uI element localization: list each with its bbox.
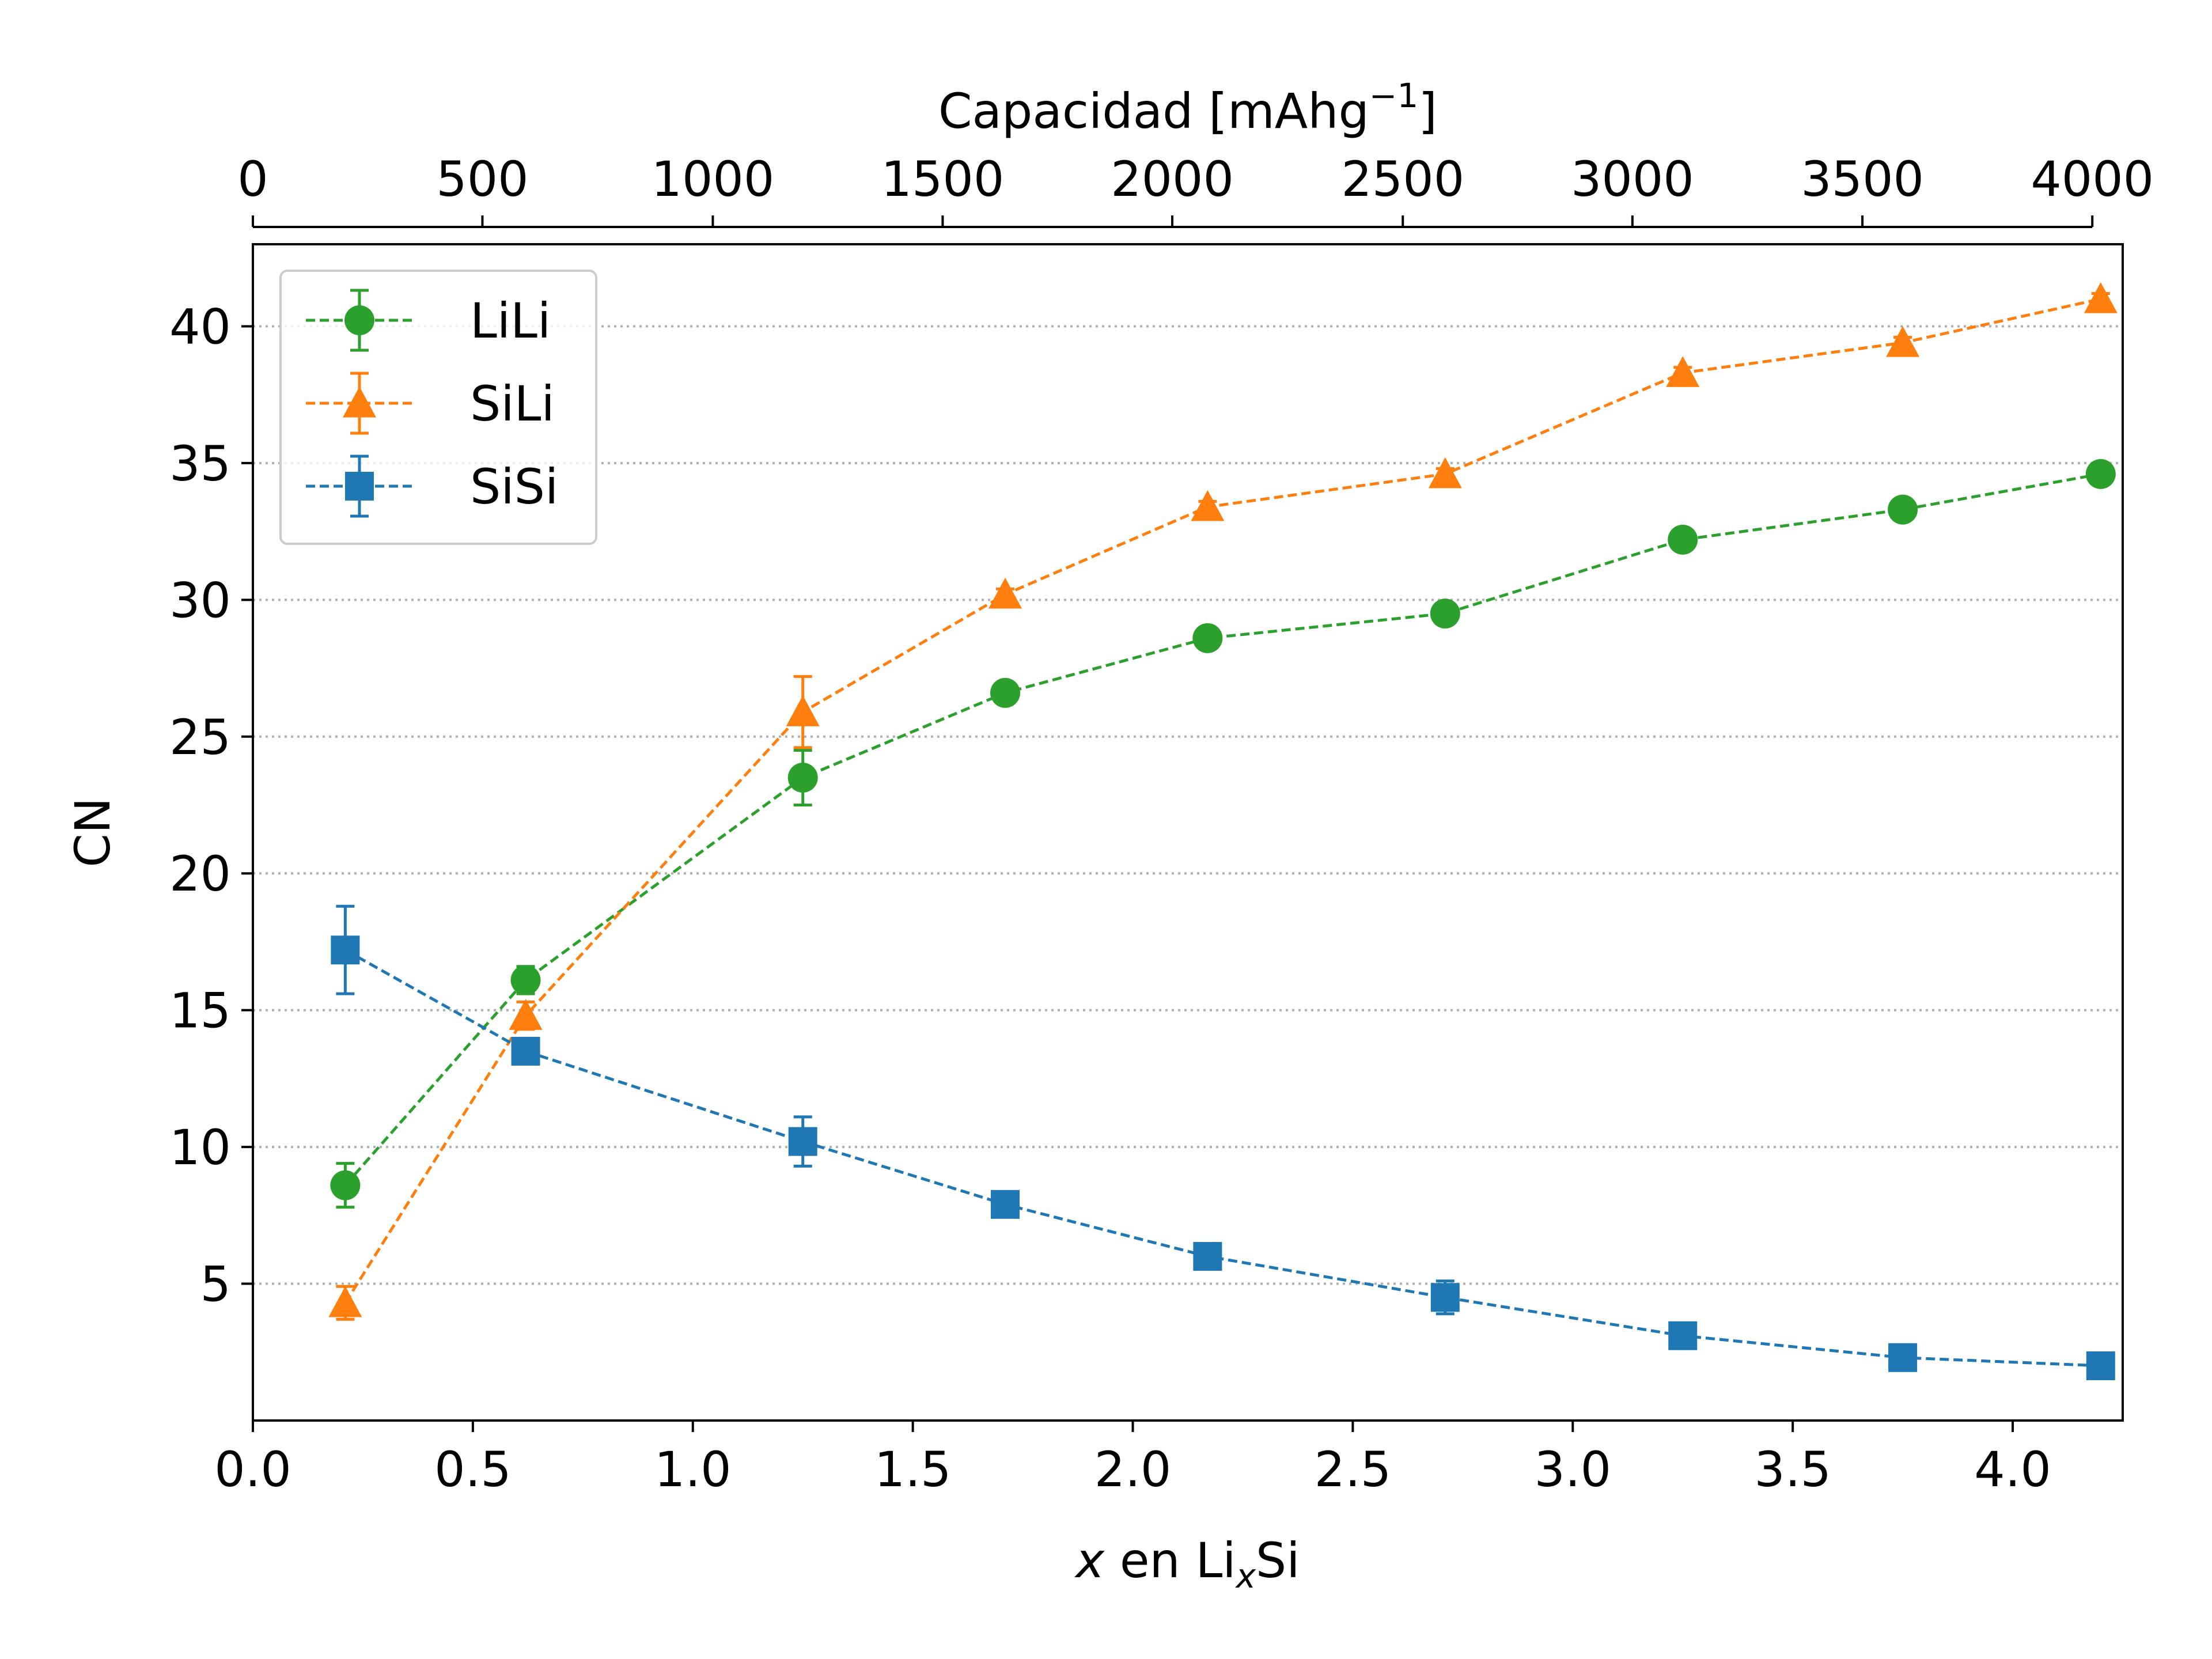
legend-item-lili: LiLi bbox=[306, 289, 551, 352]
top-tick-label: 2000 bbox=[1111, 151, 1234, 207]
y-tick-label: 5 bbox=[200, 1256, 231, 1313]
top-axis-label: Capacidad [mAhg−1] bbox=[938, 76, 1437, 139]
data-point bbox=[991, 1190, 1020, 1219]
legend-label: LiLi bbox=[470, 293, 551, 349]
y-tick-label: 35 bbox=[169, 435, 231, 492]
y-tick-label: 20 bbox=[169, 846, 231, 902]
top-tick-label: 500 bbox=[436, 151, 528, 207]
x-tick-label: 2.0 bbox=[1094, 1441, 1172, 1498]
data-point bbox=[511, 1036, 540, 1066]
x-axis-label-var: x bbox=[1074, 1532, 1105, 1589]
y-tick-label: 25 bbox=[169, 709, 231, 766]
data-point bbox=[1886, 325, 1920, 357]
x-tick-label: 3.0 bbox=[1534, 1441, 1611, 1498]
top-tick-label: 2500 bbox=[1341, 151, 1464, 207]
data-point bbox=[1430, 1283, 1460, 1312]
top-axis-label-sup: −1 bbox=[1369, 76, 1419, 115]
x-axis-label-text: en Li bbox=[1104, 1532, 1236, 1589]
x-axis-label-end: Si bbox=[1256, 1532, 1300, 1589]
y-tick-label: 15 bbox=[169, 983, 231, 1039]
plot-frame bbox=[252, 243, 2124, 1422]
data-point bbox=[1888, 1343, 1918, 1372]
x-tick-label: 4.0 bbox=[1974, 1441, 2051, 1498]
x-tick-label: 0.5 bbox=[434, 1441, 512, 1498]
data-point bbox=[1428, 457, 1462, 488]
data-point bbox=[1192, 623, 1223, 653]
top-axis-label-text: Capacidad [mAhg bbox=[938, 83, 1369, 139]
data-point bbox=[510, 965, 541, 995]
x-tick-label: 2.5 bbox=[1315, 1441, 1392, 1498]
legend-marker bbox=[345, 472, 374, 501]
data-point bbox=[1191, 490, 1225, 521]
top-tick-label: 1500 bbox=[881, 151, 1005, 207]
data-point bbox=[1666, 356, 1700, 387]
top-tick-label: 3000 bbox=[1571, 151, 1694, 207]
top-axis-label-close: ] bbox=[1418, 83, 1437, 139]
x-tick-label: 3.5 bbox=[1754, 1441, 1831, 1498]
series-sisi bbox=[331, 904, 2115, 1381]
data-point bbox=[330, 1170, 361, 1200]
data-point bbox=[786, 695, 820, 726]
x-tick-label: 0.0 bbox=[214, 1441, 291, 1498]
legend-marker bbox=[344, 305, 374, 335]
legend-item-sisi: SiSi bbox=[306, 454, 558, 518]
data-point bbox=[509, 999, 543, 1030]
legend-label: SiSi bbox=[470, 459, 558, 515]
data-point bbox=[2086, 1351, 2115, 1381]
data-point bbox=[1193, 1242, 1222, 1271]
top-tick-label: 1000 bbox=[652, 151, 775, 207]
top-tick-label: 3500 bbox=[1801, 151, 1924, 207]
data-point bbox=[1888, 494, 1918, 525]
x-axis-label: x en LixSi bbox=[1074, 1532, 1300, 1596]
x-tick-label: 1.5 bbox=[874, 1441, 952, 1498]
y-axis-label: CN bbox=[65, 797, 121, 868]
y-tick-label: 10 bbox=[169, 1119, 231, 1176]
axes: 5 10 15 20 25 30 35 40 0.0 0.5 1.0 1.5 2.0 2.5 3.0 3.5 4… bbox=[169, 151, 2154, 1498]
series-layer bbox=[328, 282, 2118, 1381]
data-point bbox=[787, 763, 818, 793]
y-tick-label: 40 bbox=[169, 298, 231, 355]
data-point bbox=[1668, 524, 1698, 555]
series-lili bbox=[330, 459, 2116, 1209]
data-point bbox=[1430, 599, 1460, 629]
data-point bbox=[328, 1286, 362, 1317]
data-point bbox=[788, 1127, 817, 1156]
legend-item-sili: SiLi bbox=[306, 372, 555, 435]
data-point bbox=[990, 677, 1021, 708]
legend-label: SiLi bbox=[470, 376, 555, 432]
data-point bbox=[1668, 1321, 1698, 1350]
series-sili bbox=[328, 282, 2118, 1321]
y-tick-label: 30 bbox=[169, 572, 231, 628]
top-tick-label: 4000 bbox=[2031, 151, 2154, 207]
data-point bbox=[988, 577, 1022, 609]
x-tick-label: 1.0 bbox=[654, 1441, 732, 1498]
legend: LiLi SiLi SiSi bbox=[279, 270, 597, 545]
x-axis-label-sub: x bbox=[1235, 1556, 1256, 1596]
data-point bbox=[331, 935, 360, 965]
data-point bbox=[2084, 282, 2118, 313]
legend-marker bbox=[343, 387, 376, 418]
top-tick-label: 0 bbox=[237, 151, 268, 207]
data-point bbox=[2085, 459, 2116, 489]
